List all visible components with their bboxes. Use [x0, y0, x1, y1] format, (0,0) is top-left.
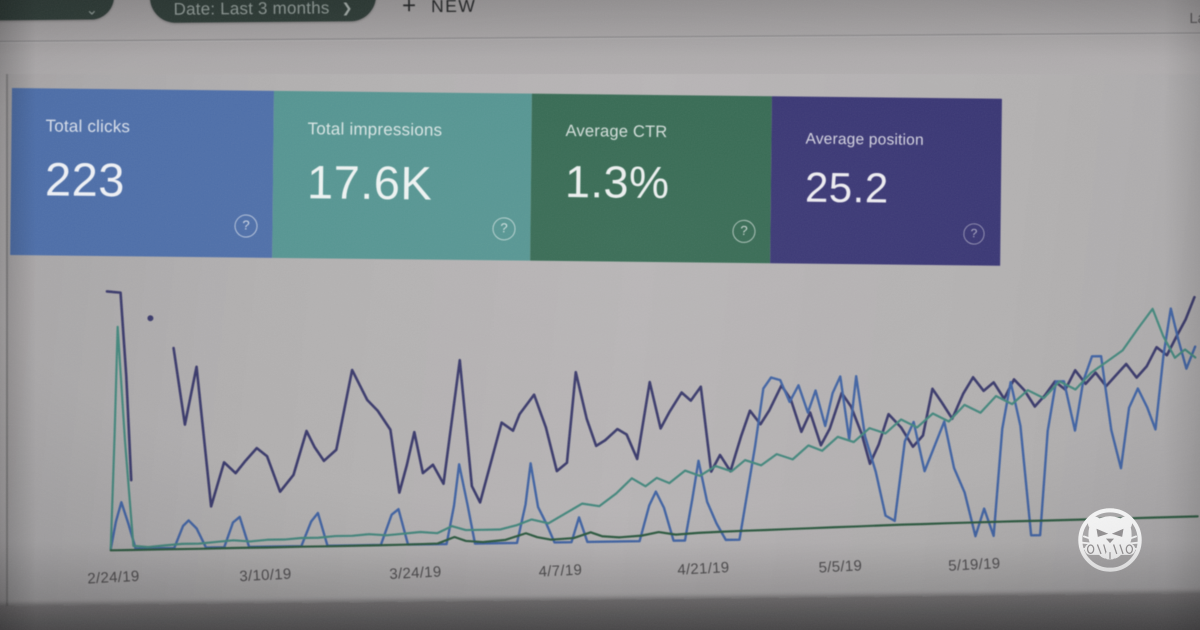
card-total-impressions[interactable]: Total impressions 17.6K ?	[272, 90, 532, 261]
card-value: 223	[44, 152, 126, 207]
card-label: Average CTR	[565, 121, 668, 142]
clicks-line	[109, 307, 1197, 551]
card-value: 25.2	[804, 163, 889, 212]
summary-cards-row: Total clicks 223 ? Total impressions 17.…	[10, 88, 1002, 266]
new-button[interactable]: + NEW	[401, 0, 477, 20]
x-axis-label: 4/21/19	[677, 559, 730, 579]
impressions-line-point	[147, 315, 154, 322]
card-label: Average position	[805, 130, 924, 149]
top-right-partial-text: La	[1189, 10, 1200, 27]
card-label: Total clicks	[45, 116, 131, 137]
card-total-clicks[interactable]: Total clicks 223 ?	[10, 88, 274, 258]
chart-canvas	[105, 290, 1199, 552]
card-value: 17.6K	[306, 155, 433, 210]
x-axis-label: 3/10/19	[239, 565, 292, 586]
card-label: Total impressions	[307, 119, 443, 140]
date-filter-label: Date: Last 3 months	[173, 0, 330, 19]
plus-icon: +	[401, 0, 417, 20]
x-axis-label: 5/19/19	[948, 555, 1002, 575]
x-axis: 2/24/19 3/10/19 3/24/19 4/7/19 4/21/19 5/5/19…	[63, 553, 1198, 594]
chevron-down-icon: ⌄	[85, 1, 99, 19]
performance-chart: 2/24/19 3/10/19 3/24/19 4/7/19 4/21/19 5/5/19…	[59, 267, 1200, 614]
card-average-ctr[interactable]: Average CTR 1.3% ?	[530, 93, 772, 264]
help-icon[interactable]: ?	[732, 219, 756, 244]
impressions-line	[105, 290, 133, 482]
help-icon[interactable]: ?	[234, 214, 258, 238]
help-icon[interactable]: ?	[963, 223, 985, 245]
header-divider	[0, 32, 1200, 43]
x-axis-label: 5/5/19	[818, 557, 864, 577]
chevron-right-icon: ❯	[341, 0, 353, 16]
x-axis-label: 2/24/19	[86, 567, 140, 588]
date-filter-chip[interactable]: Date: Last 3 months ❯	[149, 0, 377, 23]
help-icon[interactable]: ?	[492, 217, 516, 241]
filter-chip-partial[interactable]: ⌄	[0, 0, 115, 21]
x-axis-label: 4/7/19	[538, 561, 583, 581]
ctr-line	[109, 307, 1197, 551]
beaver-icon	[1078, 508, 1142, 572]
card-average-position[interactable]: Average position 25.2 ?	[770, 96, 1002, 266]
position-line	[109, 515, 1199, 552]
new-button-label: NEW	[430, 0, 477, 17]
top-app-bar: ⌄ Date: Last 3 months ❯ + NEW La	[0, 0, 1200, 70]
card-value: 1.3%	[564, 155, 670, 209]
beaver-logo-watermark	[1074, 504, 1146, 576]
performance-panel: Total clicks 223 ? Total impressions 17.…	[6, 74, 1200, 608]
x-axis-label: 3/24/19	[388, 563, 442, 583]
